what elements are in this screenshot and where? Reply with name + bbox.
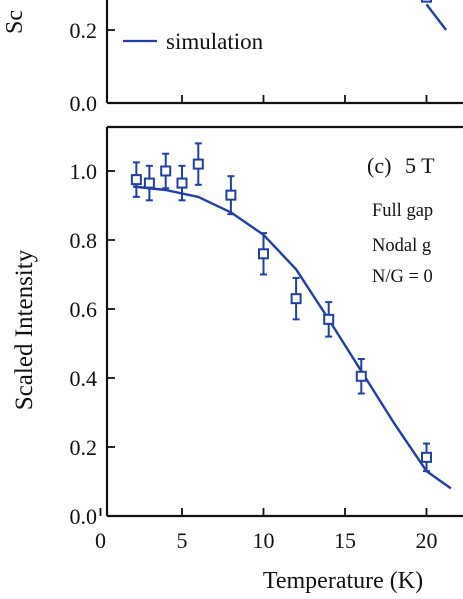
y-tick-label-0.0: 0.0 [70,504,98,529]
data-point [130,161,142,198]
square-marker [160,165,172,177]
x-tick-label-20: 20 [416,528,438,553]
square-marker [176,177,188,189]
top-y-label-fragment: Sc [2,10,28,34]
data-point [290,276,302,321]
square-marker [130,174,142,186]
square-marker [355,370,367,382]
data-point [176,164,188,202]
top-ytick-labels: 0.0 0.2 [70,18,98,116]
annotation-line-1: Full gap [372,201,433,221]
legend-entry-simulation: simulation [166,29,264,54]
x-axis-label: Temperature (K) [263,568,423,594]
data-point [323,301,335,338]
square-marker [323,313,335,325]
annotation-line-2: Nodal g [372,236,431,256]
data-point [192,142,204,186]
top-y-tick-label-0.2: 0.2 [70,18,98,43]
data-point [143,164,155,202]
data-point [355,358,367,395]
top-square-marker [421,0,432,3]
bottom-plot-area [99,125,463,518]
square-marker [290,293,302,305]
y-tick-label-0.6: 0.6 [70,297,98,322]
panel-label: (c) 5 T [367,153,435,178]
y-tick-label-0.2: 0.2 [70,435,98,460]
bottom-xtick-labels: 0 5 10 15 20 [95,528,438,553]
square-marker [225,189,237,201]
top-panel: Sc 0.0 0.2 simulation [2,0,463,116]
data-point [258,232,269,276]
bottom-ytick-labels: 0.0 0.2 0.4 0.6 0.8 1.0 [70,159,98,529]
x-tick-label-10: 10 [253,528,275,553]
square-marker [192,158,204,170]
y-tick-label-0.8: 0.8 [70,228,98,253]
legend: simulation [123,29,264,54]
data-point [421,442,432,473]
field-label: 5 T [405,153,435,178]
x-tick-label-15: 15 [334,528,356,553]
top-simulation-line [425,3,448,31]
top-plot-area [105,0,463,105]
x-tick-label-0: 0 [95,528,106,553]
y-tick-label-0.4: 0.4 [70,366,98,391]
data-point [225,175,237,216]
x-tick-label-5: 5 [177,528,188,553]
bottom-panel: Scaled Intensity Temperature (K) (c) 5 T… [11,125,463,594]
top-y-tick-label-0.0: 0.0 [70,91,98,116]
y-tick-label-1.0: 1.0 [70,159,98,184]
square-marker [421,451,432,463]
square-marker [143,177,155,189]
panel-letter: (c) [367,153,391,178]
annotation-line-3: N/G = 0 [372,267,433,287]
data-point [160,152,172,190]
simulation-line [132,185,452,490]
y-axis-label: Scaled Intensity [11,249,38,410]
annotation: Full gap Nodal g N/G = 0 [372,201,433,287]
square-marker [258,248,269,260]
